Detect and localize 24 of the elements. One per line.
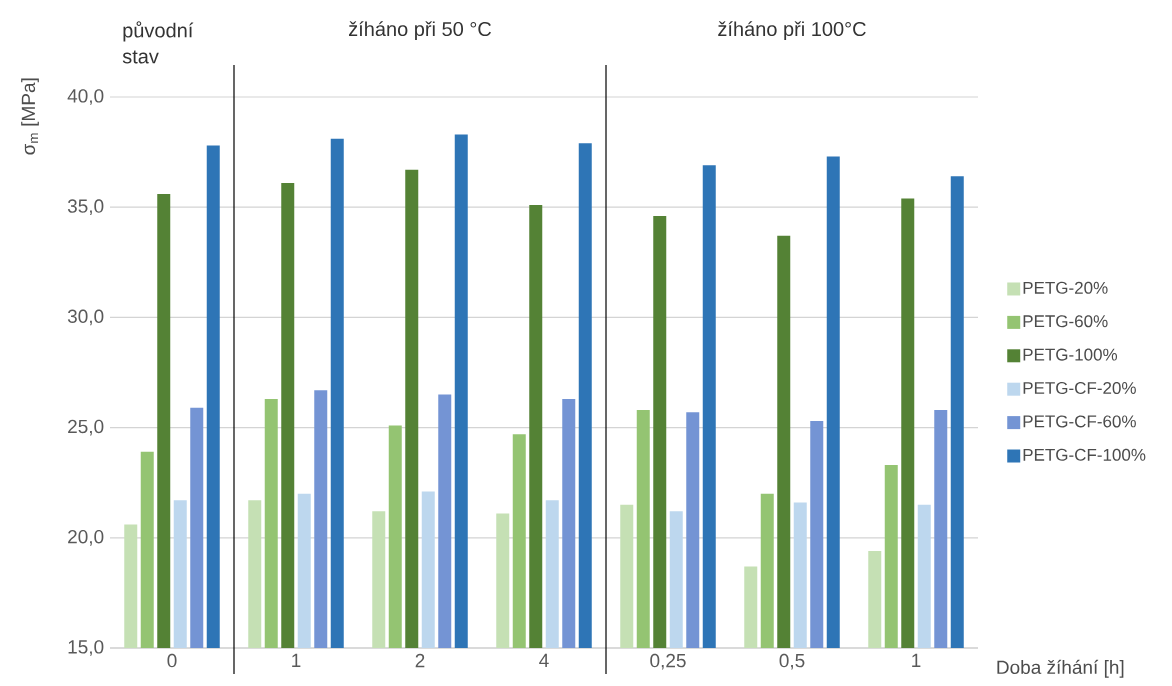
x-tick-label: 1 xyxy=(292,653,301,667)
y-tick-label: 40,0 xyxy=(67,89,104,105)
y-tick-label: 15,0 xyxy=(68,640,104,656)
legend-label: PETG-CF-20% xyxy=(1023,381,1136,395)
text: žíháno při 50 °C xyxy=(349,21,492,41)
legend-label: PETG-CF-60% xyxy=(1023,415,1136,428)
legend-label: PETG-20% xyxy=(1023,281,1108,294)
y-axis-title: σ$_{m}$ [MPa] xyxy=(21,78,39,155)
text: původní stav xyxy=(122,21,194,64)
y-tick-label: 25,0 xyxy=(68,419,104,436)
x-tick-label: 4 xyxy=(539,653,549,667)
x-tick-label: 2 xyxy=(415,653,425,668)
x-tick-label: 0,25 xyxy=(650,653,686,670)
x-tick-label: 0 xyxy=(167,653,177,668)
legend-label: PETG-CF-100% xyxy=(1023,448,1146,461)
y-tick-label: 35,0 xyxy=(67,199,104,216)
y-tick-label: 30,0 xyxy=(67,309,104,326)
x-tick-label: 1 xyxy=(912,653,921,667)
x-axis-title: Doba žíhání [h] xyxy=(997,659,1124,678)
legend-label: PETG-100% xyxy=(1023,348,1118,361)
y-tick-label: 20,0 xyxy=(68,529,104,546)
legend-label: PETG-60% xyxy=(1023,315,1108,328)
x-tick-label: 0,5 xyxy=(779,653,805,670)
text: žíháno při 100°C xyxy=(718,21,866,41)
